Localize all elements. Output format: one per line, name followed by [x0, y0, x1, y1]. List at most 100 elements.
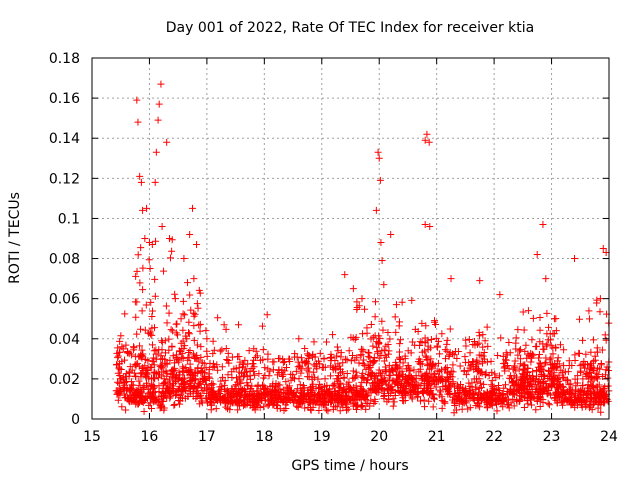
data-point — [138, 346, 146, 354]
data-point — [590, 336, 598, 344]
data-point — [145, 401, 153, 409]
data-point — [136, 342, 144, 350]
data-point — [553, 364, 561, 372]
data-point — [462, 336, 470, 344]
data-point — [349, 285, 357, 293]
data-point — [507, 399, 515, 407]
data-point — [182, 364, 190, 372]
data-point — [489, 385, 497, 393]
data-point — [372, 206, 380, 214]
data-point — [220, 321, 228, 329]
data-point — [512, 345, 520, 353]
data-point — [154, 350, 162, 358]
data-point — [170, 387, 178, 395]
data-point — [218, 346, 226, 354]
data-point — [203, 384, 211, 392]
data-point — [378, 369, 386, 377]
data-point — [133, 298, 141, 306]
data-point — [376, 176, 384, 184]
data-point — [550, 315, 558, 323]
data-point — [272, 382, 280, 390]
data-point — [514, 351, 522, 359]
data-point — [260, 389, 268, 397]
data-point — [196, 320, 204, 328]
data-point — [542, 275, 550, 283]
data-point — [285, 387, 293, 395]
data-point — [449, 350, 457, 358]
data-point — [412, 372, 420, 380]
data-point — [166, 394, 174, 402]
data-point — [407, 373, 415, 381]
data-point — [323, 390, 331, 398]
data-point — [150, 368, 158, 376]
data-point — [351, 356, 359, 364]
data-point — [587, 395, 595, 403]
data-point — [321, 382, 329, 390]
data-point — [248, 382, 256, 390]
data-point — [158, 337, 166, 345]
data-point — [465, 359, 473, 367]
data-point — [519, 308, 527, 316]
data-point — [485, 372, 493, 380]
data-point — [469, 357, 477, 365]
data-point — [500, 384, 508, 392]
data-point — [321, 375, 329, 383]
data-point — [462, 371, 470, 379]
data-point — [351, 394, 359, 402]
data-point — [115, 379, 123, 387]
data-point — [310, 361, 318, 369]
data-point — [168, 342, 176, 350]
data-point — [324, 398, 332, 406]
data-point — [279, 386, 287, 394]
data-point — [216, 347, 224, 355]
data-point — [369, 370, 377, 378]
data-point — [179, 354, 187, 362]
data-point — [158, 338, 166, 346]
data-point — [484, 342, 492, 350]
data-point — [162, 302, 170, 310]
data-point — [314, 357, 322, 365]
data-point — [593, 296, 601, 304]
data-point — [496, 291, 504, 299]
data-point — [479, 352, 487, 360]
data-point — [134, 118, 142, 126]
data-point — [309, 400, 317, 408]
data-point — [587, 369, 595, 377]
x-tick-labels: 15 16 17 18 19 20 21 22 23 24 — [83, 429, 618, 445]
data-point — [378, 347, 386, 355]
data-point — [416, 365, 424, 373]
data-point — [123, 384, 131, 392]
data-point — [515, 365, 523, 373]
data-point — [429, 403, 437, 411]
data-point — [149, 394, 157, 402]
data-point — [466, 382, 474, 390]
data-point — [255, 391, 263, 399]
data-point — [148, 312, 156, 320]
axis-ticks — [91, 57, 610, 420]
data-point — [477, 394, 485, 402]
data-point — [253, 352, 261, 360]
data-point — [304, 354, 312, 362]
data-point — [218, 383, 226, 391]
data-point — [537, 382, 545, 390]
data-point — [423, 377, 431, 385]
data-point — [479, 331, 487, 339]
data-point — [136, 279, 144, 287]
data-point — [462, 396, 470, 404]
data-point — [425, 138, 433, 146]
data-point — [235, 398, 243, 406]
data-point — [496, 387, 504, 395]
data-point — [454, 347, 462, 355]
data-point — [268, 386, 276, 394]
data-point — [567, 380, 575, 388]
data-point — [238, 360, 246, 368]
data-point — [222, 397, 230, 404]
data-point — [441, 383, 449, 391]
data-point — [129, 343, 137, 351]
data-point — [447, 275, 455, 283]
data-point — [528, 336, 536, 344]
data-point — [205, 374, 213, 382]
data-point — [300, 397, 308, 405]
data-point — [530, 393, 538, 401]
data-point — [536, 359, 544, 367]
